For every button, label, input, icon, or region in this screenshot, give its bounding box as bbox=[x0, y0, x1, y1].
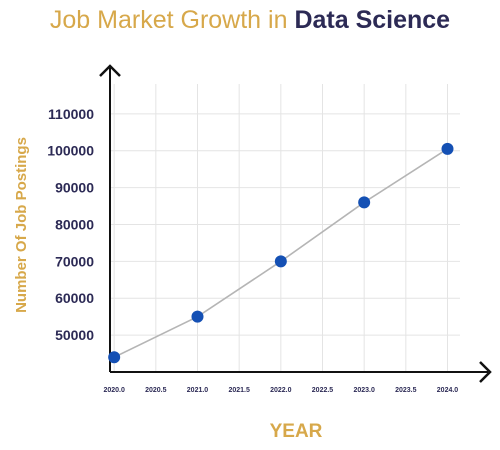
y-tick-label: 70000 bbox=[55, 253, 94, 269]
x-axis-label: YEAR bbox=[270, 421, 323, 442]
chart-title: Job Market Growth in Data Science bbox=[0, 6, 500, 35]
data-point bbox=[191, 310, 204, 323]
chart-title-part2: Data Science bbox=[294, 6, 451, 34]
data-point bbox=[358, 196, 371, 209]
grid-lines bbox=[110, 84, 460, 372]
x-axis-arrow-icon bbox=[479, 361, 492, 383]
series bbox=[108, 142, 454, 364]
x-tick-label: 2023.5 bbox=[395, 387, 417, 394]
data-point bbox=[108, 351, 121, 364]
x-tick-label: 2020.0 bbox=[103, 387, 125, 394]
x-tick-label: 2022.5 bbox=[312, 387, 334, 394]
y-tick-label: 50000 bbox=[55, 327, 94, 343]
y-tick-labels: 50000 60000 70000 80000 90000 100000 110000 bbox=[47, 106, 94, 343]
y-tick-label: 100000 bbox=[47, 143, 94, 159]
y-axis-label: Number Of Job Postings bbox=[13, 137, 30, 313]
x-tick-label: 2021.5 bbox=[228, 387, 250, 394]
x-tick-labels: 2020.0 2020.5 2021.0 2021.5 2022.0 2022.5 2023… bbox=[103, 387, 458, 394]
x-tick-label: 2021.0 bbox=[187, 387, 209, 394]
x-tick-label: 2020.5 bbox=[145, 387, 167, 394]
data-point bbox=[274, 255, 287, 268]
chart-title-part1: Job Market Growth in bbox=[49, 6, 295, 34]
y-tick-label: 110000 bbox=[48, 106, 94, 122]
y-tick-label: 60000 bbox=[55, 290, 94, 306]
y-axis-arrow-icon bbox=[99, 64, 121, 77]
x-tick-label: 2022.0 bbox=[270, 387, 292, 394]
y-tick-label: 80000 bbox=[55, 216, 94, 232]
x-tick-label: 2024.0 bbox=[437, 387, 459, 394]
axes bbox=[99, 64, 492, 383]
y-tick-label: 90000 bbox=[55, 180, 94, 196]
data-point bbox=[441, 142, 454, 155]
x-tick-label: 2023.0 bbox=[353, 387, 375, 394]
